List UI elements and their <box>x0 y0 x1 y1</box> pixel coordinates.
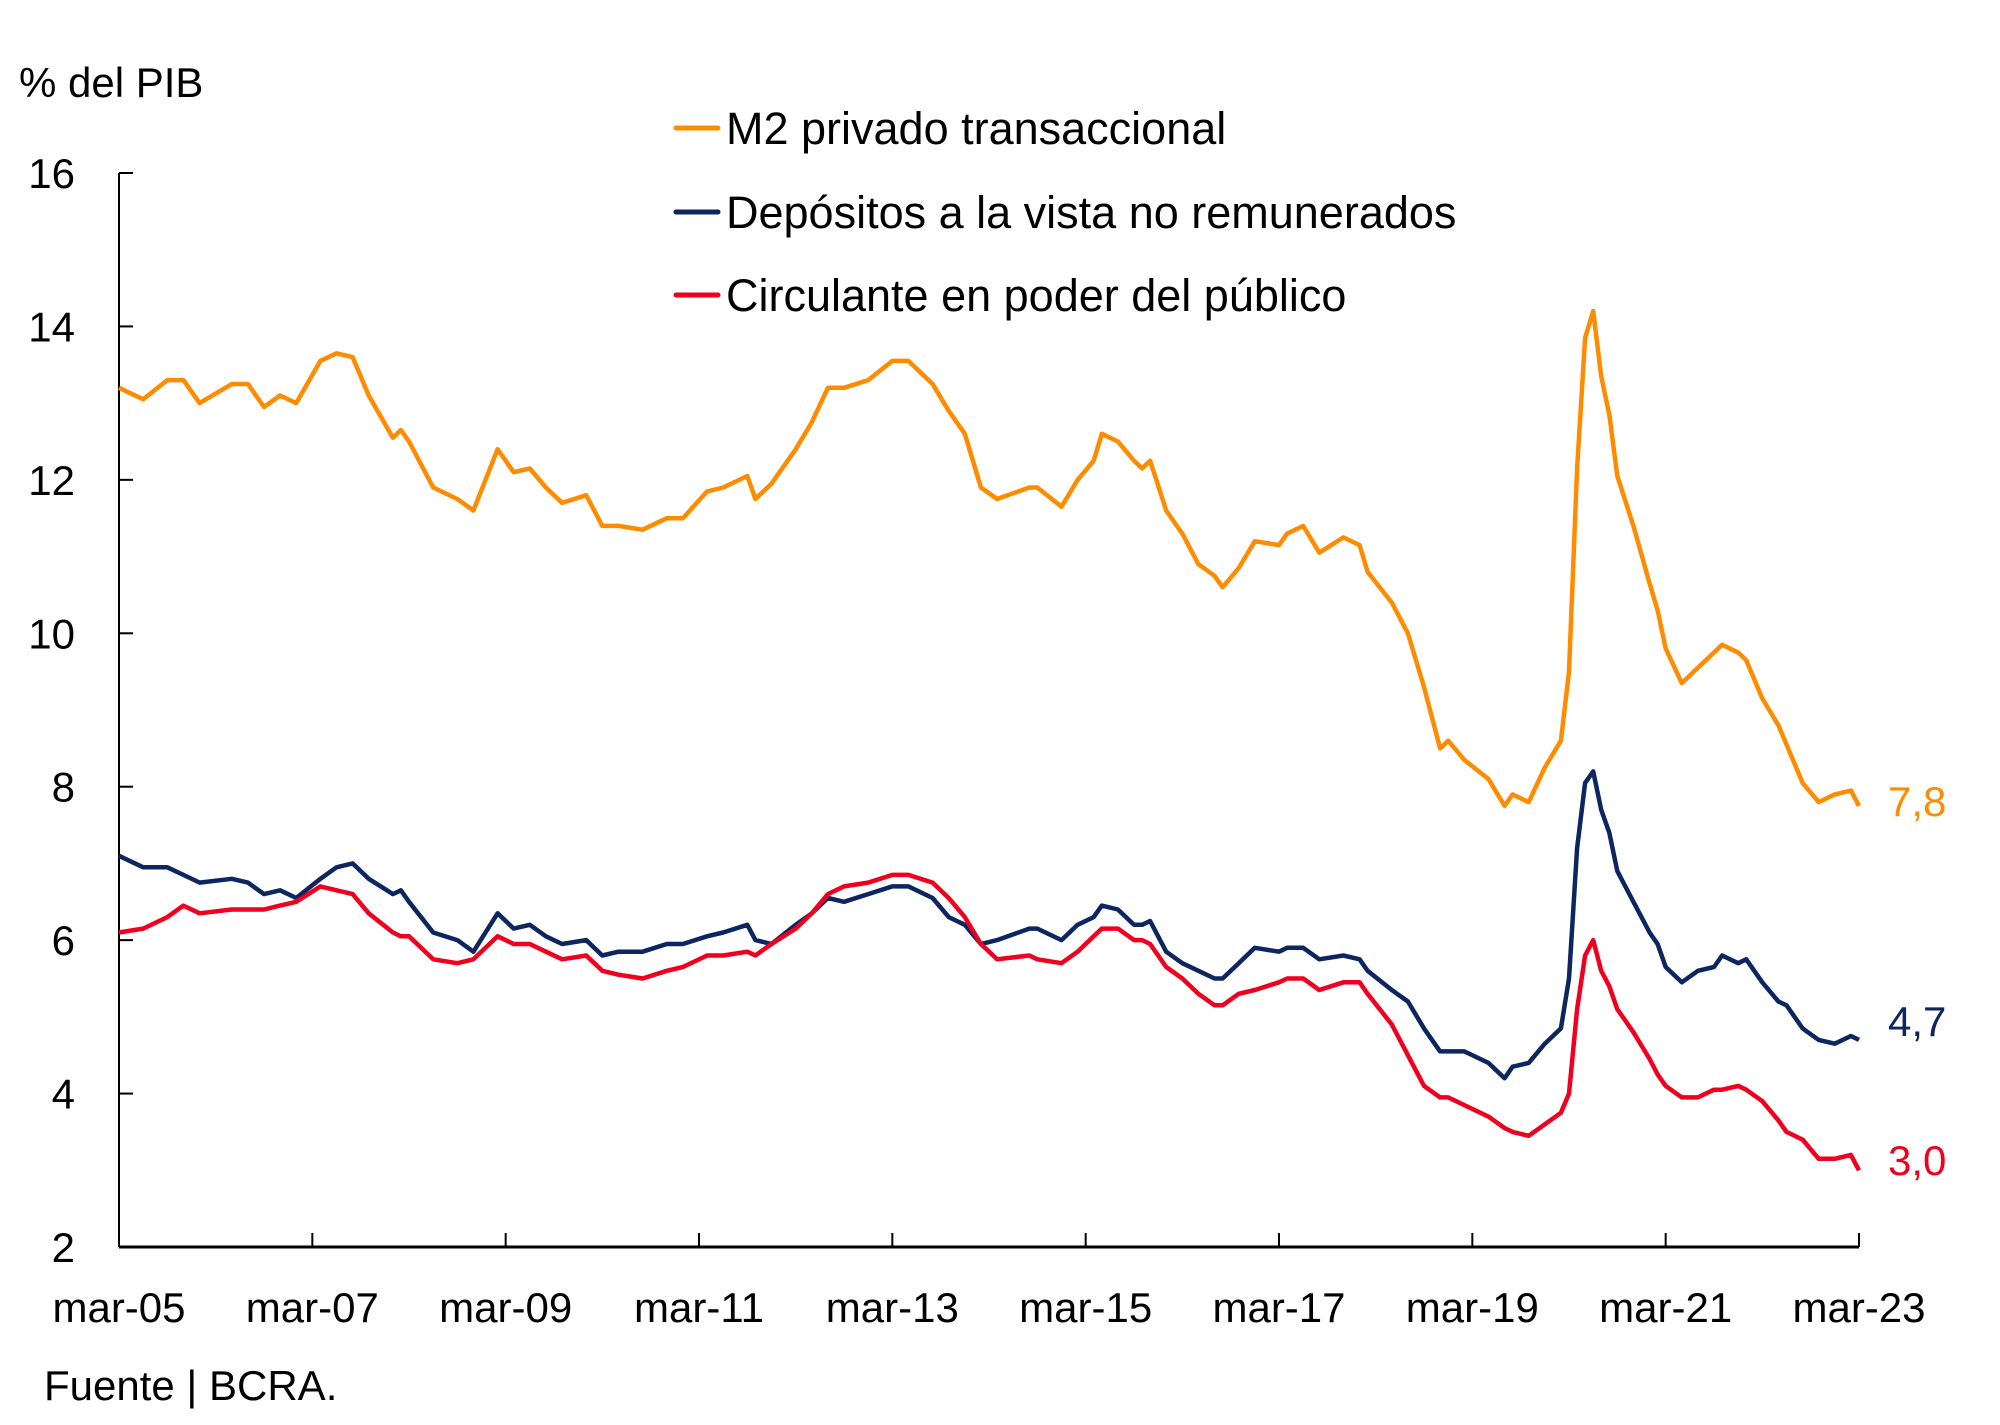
end-value-label: 4,7 <box>1888 998 1946 1045</box>
y-tick-label: 16 <box>28 150 75 197</box>
source-note: Fuente | BCRA. <box>44 1362 337 1409</box>
x-tick-label: mar-17 <box>1212 1284 1345 1331</box>
series-lines <box>118 308 1861 1172</box>
x-tick-label: mar-13 <box>826 1284 959 1331</box>
legend-label: Depósitos a la vista no remunerados <box>726 187 1456 238</box>
legend-label: M2 privado transaccional <box>726 103 1226 154</box>
y-tick-label: 8 <box>52 764 75 811</box>
y-axis-unit-label: % del PIB <box>19 59 203 106</box>
end-labels: 7,8 4,7 3,0 <box>1888 778 1946 1184</box>
legend: M2 privado transaccional Depósitos a la v… <box>673 103 1456 321</box>
y-tick-label: 2 <box>52 1224 75 1271</box>
x-tick-label: mar-21 <box>1599 1284 1732 1331</box>
y-tick-label: 10 <box>28 610 75 657</box>
end-value-label: 3,0 <box>1888 1137 1946 1184</box>
x-tick-label: mar-07 <box>246 1284 379 1331</box>
legend-label: Circulante en poder del público <box>726 270 1346 321</box>
x-tick-label: mar-11 <box>634 1284 764 1331</box>
series-line-1 <box>118 308 1861 809</box>
x-tick-label: mar-09 <box>439 1284 572 1331</box>
y-tick-label: 12 <box>28 457 75 504</box>
series-line-2 <box>118 769 1860 1081</box>
y-tick-label: 4 <box>52 1071 75 1118</box>
axes <box>118 173 1859 1249</box>
x-tick-label: mar-15 <box>1019 1284 1152 1331</box>
y-tick-labels: 2 4 6 8 10 12 14 16 <box>28 150 133 1271</box>
y-tick-label: 14 <box>28 303 75 350</box>
series-line-3 <box>118 872 1861 1172</box>
x-tick-labels: mar-05 mar-07 mar-09 mar-11 mar-13 mar-15 mar-… <box>52 1233 1926 1331</box>
x-tick-label: mar-05 <box>52 1284 185 1331</box>
x-tick-label: mar-23 <box>1792 1284 1925 1331</box>
y-tick-label: 6 <box>52 917 75 964</box>
x-tick-label: mar-19 <box>1406 1284 1539 1331</box>
end-value-label: 7,8 <box>1888 778 1946 825</box>
